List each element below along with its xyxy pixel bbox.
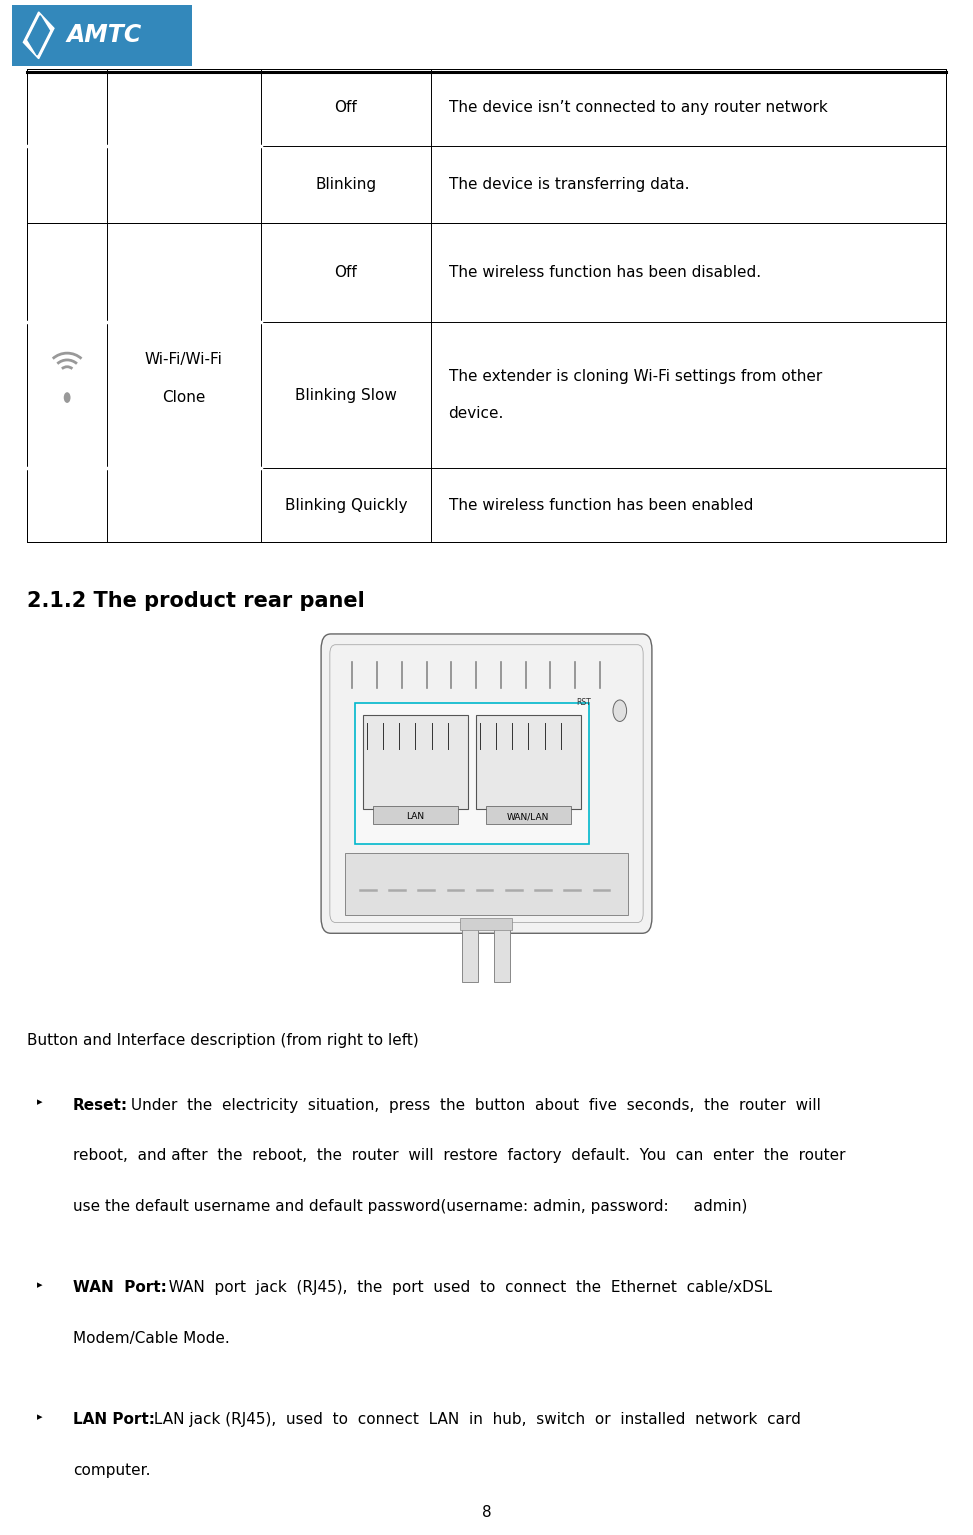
Bar — [460, 918, 512, 930]
Text: Blinking: Blinking — [315, 177, 377, 192]
Circle shape — [64, 393, 71, 404]
Bar — [355, 703, 589, 844]
Text: The wireless function has been disabled.: The wireless function has been disabled. — [449, 266, 761, 279]
Text: LAN Port:: LAN Port: — [73, 1412, 155, 1428]
Circle shape — [613, 700, 627, 721]
Text: use the default username and default password(username: admin, password:   admin: use the default username and default pas… — [73, 1199, 747, 1214]
Text: Modem/Cable Mode.: Modem/Cable Mode. — [73, 1331, 230, 1346]
Text: Wi-Fi/Wi-Fi: Wi-Fi/Wi-Fi — [145, 352, 223, 367]
Text: Blinking Slow: Blinking Slow — [295, 388, 397, 402]
Text: Clone: Clone — [162, 390, 205, 405]
Text: Off: Off — [335, 266, 357, 279]
Text: AMTC: AMTC — [66, 23, 142, 48]
Text: device.: device. — [449, 407, 504, 421]
Bar — [363, 715, 468, 809]
Polygon shape — [28, 15, 50, 55]
Text: The extender is cloning Wi-Fi settings from other: The extender is cloning Wi-Fi settings f… — [449, 370, 822, 384]
Text: The device is transferring data.: The device is transferring data. — [449, 177, 689, 192]
Text: Off: Off — [335, 100, 357, 115]
Text: 8: 8 — [482, 1504, 491, 1520]
Text: The wireless function has been enabled: The wireless function has been enabled — [449, 497, 753, 513]
Bar — [494, 921, 510, 982]
Bar — [486, 806, 571, 824]
FancyBboxPatch shape — [12, 5, 192, 66]
Text: RST: RST — [576, 698, 591, 708]
Bar — [345, 853, 628, 915]
Text: Under  the  electricity  situation,  press  the  button  about  five  seconds,  : Under the electricity situation, press t… — [126, 1098, 821, 1113]
Text: ▸: ▸ — [37, 1412, 43, 1423]
Text: WAN  port  jack  (RJ45),  the  port  used  to  connect  the  Ethernet  cable/xDS: WAN port jack (RJ45), the port used to c… — [159, 1280, 772, 1296]
Text: The device isn’t connected to any router network: The device isn’t connected to any router… — [449, 100, 827, 115]
Text: LAN jack (RJ45),  used  to  connect  LAN  in  hub,  switch  or  installed  netwo: LAN jack (RJ45), used to connect LAN in … — [149, 1412, 801, 1428]
Text: Reset:: Reset: — [73, 1098, 128, 1113]
Text: Blinking Quickly: Blinking Quickly — [285, 497, 407, 513]
Polygon shape — [23, 12, 54, 58]
Bar — [476, 715, 581, 809]
Text: LAN: LAN — [407, 812, 424, 821]
Bar — [373, 806, 458, 824]
Text: reboot,  and after  the  reboot,  the  router  will  restore  factory  default. : reboot, and after the reboot, the router… — [73, 1148, 846, 1164]
FancyBboxPatch shape — [321, 634, 652, 933]
Text: computer.: computer. — [73, 1463, 151, 1478]
Text: WAN  Port:: WAN Port: — [73, 1280, 166, 1296]
Text: Button and Interface description (from right to left): Button and Interface description (from r… — [27, 1033, 419, 1048]
Text: ▸: ▸ — [37, 1280, 43, 1291]
Text: WAN/LAN: WAN/LAN — [507, 812, 550, 821]
Bar — [462, 921, 478, 982]
Text: ▸: ▸ — [37, 1098, 43, 1108]
Text: 2.1.2 The product rear panel: 2.1.2 The product rear panel — [27, 591, 365, 611]
